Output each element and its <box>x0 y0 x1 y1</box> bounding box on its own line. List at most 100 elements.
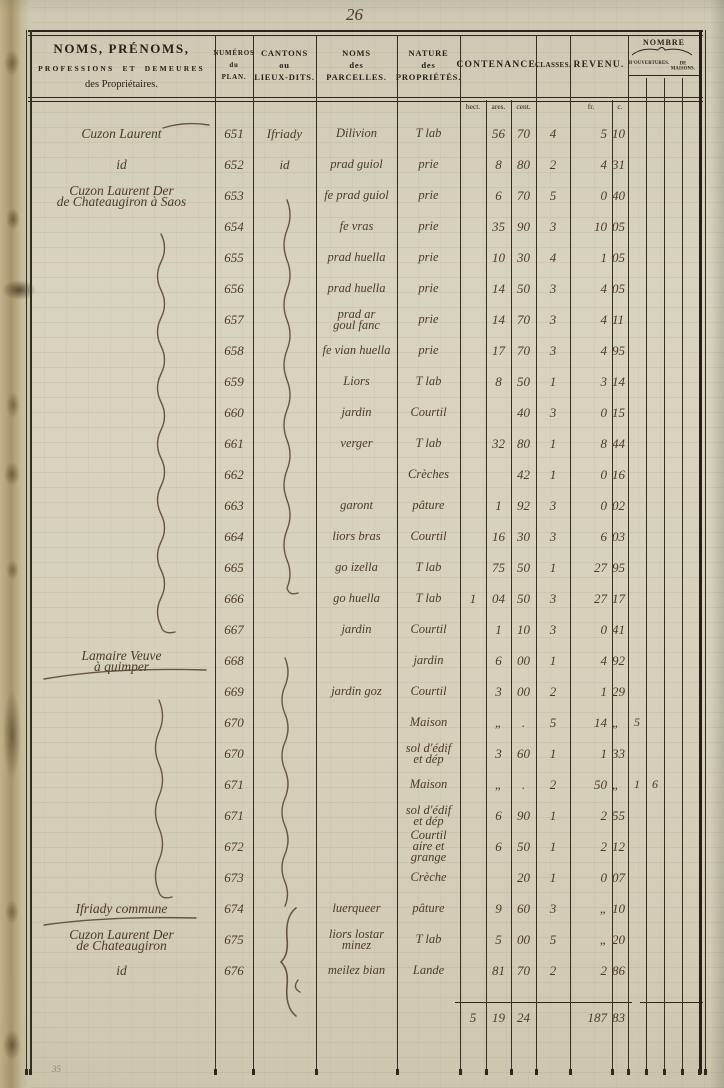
cell-revenu-c: 05 <box>612 250 625 265</box>
cell-parcelle: jardin <box>341 622 372 636</box>
column-rule <box>681 78 684 1075</box>
cell-revenu-fr: 0 <box>600 622 608 637</box>
total-cent: 24 <box>517 1009 530 1025</box>
cell-revenu-fr: 2 <box>600 963 608 978</box>
table-row: 672 Courtil aire et grange 6 50 1 2 12 <box>28 828 700 864</box>
header-des-proprietaires: des Propriétaires. <box>85 78 158 90</box>
cell-contenance-cent: . <box>521 777 526 792</box>
cell-revenu-c: 33 <box>612 746 625 761</box>
cell-classe: 2 <box>549 684 557 699</box>
cell-revenu-fr: 2 <box>600 808 608 823</box>
header-nombre-maisons: DE MAISONS. <box>670 60 696 72</box>
cell-parcelle: fe prad guiol <box>324 188 389 202</box>
cell-nature: T lab <box>415 374 442 388</box>
cell-contenance-cent: 40 <box>517 405 530 420</box>
total-ares: 19 <box>492 1009 505 1025</box>
table-row: 673 Crèche 20 1 0 07 <box>28 862 700 893</box>
cell-contenance-cent: 20 <box>517 870 530 885</box>
column-rule <box>395 36 400 1075</box>
table-row: 656 prad huella prie 14 50 3 4 05 <box>28 273 700 304</box>
cell-proprietaire: Cuzon Laurent <box>81 126 162 141</box>
cell-numero-plan: 663 <box>224 498 244 513</box>
cell-nature: pâture <box>412 498 445 512</box>
cell-classe: 3 <box>549 498 557 513</box>
cell-nature: T lab <box>415 591 442 605</box>
column-rule <box>663 78 666 1075</box>
table-row: id 676 meilez bian Lande 81 70 2 2 86 <box>28 955 700 986</box>
cell-nature: pâture <box>412 901 445 915</box>
column-rule <box>568 36 573 1075</box>
cell-numero-plan: 662 <box>224 467 244 482</box>
cell-nature: sol d'édif et dép <box>405 740 452 766</box>
cell-parcelle: Liors <box>343 374 370 388</box>
cell-numero-plan: 660 <box>224 405 244 420</box>
right-border-outer <box>703 30 707 1075</box>
column-rule <box>645 78 648 1075</box>
header-numeros-plan: NUMÉROS du PLAN. <box>213 49 255 81</box>
table-row: 661 verger T lab 32 80 1 8 44 <box>28 428 700 459</box>
cell-classe: 2 <box>549 963 557 978</box>
cell-revenu-fr: 4 <box>600 343 608 358</box>
cell-revenu-c: 11 <box>612 312 625 327</box>
header-classes: CLASSES. <box>534 61 572 69</box>
cell-proprietaire: Cuzon Laurent Der de Chateaugiron <box>69 926 174 953</box>
header-revenu: REVENU. <box>573 60 625 70</box>
header-contenance: CONTENANCE. <box>456 60 540 70</box>
table-row: Cuzon Laurent 651 Ifriady Dilivion T lab… <box>28 118 700 149</box>
cell-classe: 5 <box>549 715 557 730</box>
table-row: 670 sol d'édif et dép 3 60 1 1 33 <box>28 738 700 769</box>
cell-classe: 3 <box>549 405 557 420</box>
column-rule <box>534 36 539 1075</box>
header-cantons: CANTONS ou LIEUX-DITS. <box>254 48 315 82</box>
cell-parcelle: jardin goz <box>331 684 382 698</box>
cell-contenance-cent: 00 <box>517 684 530 699</box>
cell-proprietaire: Lamaire Veuve à quimper <box>81 647 162 674</box>
totals-row: 5 19 24 187 83 <box>28 1004 700 1030</box>
cell-contenance-ares: 56 <box>492 126 505 141</box>
cell-contenance-cent: 50 <box>517 560 530 575</box>
cell-numero-plan: 672 <box>224 839 244 854</box>
cell-parcelle: prad guiol <box>330 157 383 171</box>
cell-nature: Courtil aire et grange <box>410 828 447 864</box>
table-row: Ifriady commune 674 luerqueer pâture 9 6… <box>28 893 700 924</box>
cell-revenu-fr: 6 <box>600 529 608 544</box>
margin-note: 35 <box>52 1064 61 1074</box>
cell-revenu-fr: 4 <box>600 653 608 668</box>
cell-nature: Courtil <box>410 405 447 419</box>
table-row: 657 prad ar goul fanc prie 14 70 3 4 11 <box>28 304 700 335</box>
right-border <box>698 30 702 1075</box>
header-noms-prenoms: NOMS, PRÉNOMS, <box>53 40 190 56</box>
cell-contenance-cent: 30 <box>517 250 530 265</box>
cell-numero-plan: 674 <box>224 901 244 916</box>
table-rows: Cuzon Laurent 651 Ifriady Dilivion T lab… <box>28 118 700 986</box>
cell-revenu-fr: 3 <box>600 374 608 389</box>
cell-numero-plan: 676 <box>224 963 244 978</box>
cell-contenance-ares: 14 <box>492 312 505 327</box>
table-row: 671 Maison „ . 2 50 „ 1 6 <box>28 769 700 800</box>
cell-numero-plan: 656 <box>224 281 244 296</box>
table-row: 666 go huella T lab 1 04 50 3 27 17 <box>28 583 700 614</box>
total-hect: 5 <box>469 1009 477 1025</box>
cell-revenu-fr: 1 <box>600 684 608 699</box>
cell-contenance-cent: 30 <box>517 529 530 544</box>
cell-nature: jardin <box>413 653 444 667</box>
cell-canton: Ifriady <box>266 126 303 141</box>
cell-revenu-fr: 0 <box>600 405 608 420</box>
table-row: 664 liors bras Courtil 16 30 3 6 03 <box>28 521 700 552</box>
cell-nature: T lab <box>415 436 442 450</box>
cell-contenance-cent: 00 <box>517 653 530 668</box>
cell-classe: 1 <box>549 653 557 668</box>
cell-numero-plan: 657 <box>224 312 244 327</box>
cell-revenu-c: 02 <box>612 498 625 513</box>
cell-revenu-c: 03 <box>612 529 625 544</box>
cell-contenance-ares: 10 <box>492 250 505 265</box>
table-row: 659 Liors T lab 8 50 1 3 14 <box>28 366 700 397</box>
cell-numero-plan: 661 <box>224 436 244 451</box>
unit-fr: fr. <box>587 102 595 111</box>
cell-revenu-c: „ <box>612 715 620 730</box>
cell-revenu-fr: 4 <box>600 281 608 296</box>
cell-numero-plan: 664 <box>224 529 244 544</box>
cell-revenu-c: 92 <box>612 653 625 668</box>
page-right-edge <box>710 0 724 1088</box>
cell-classe: 3 <box>549 591 557 606</box>
